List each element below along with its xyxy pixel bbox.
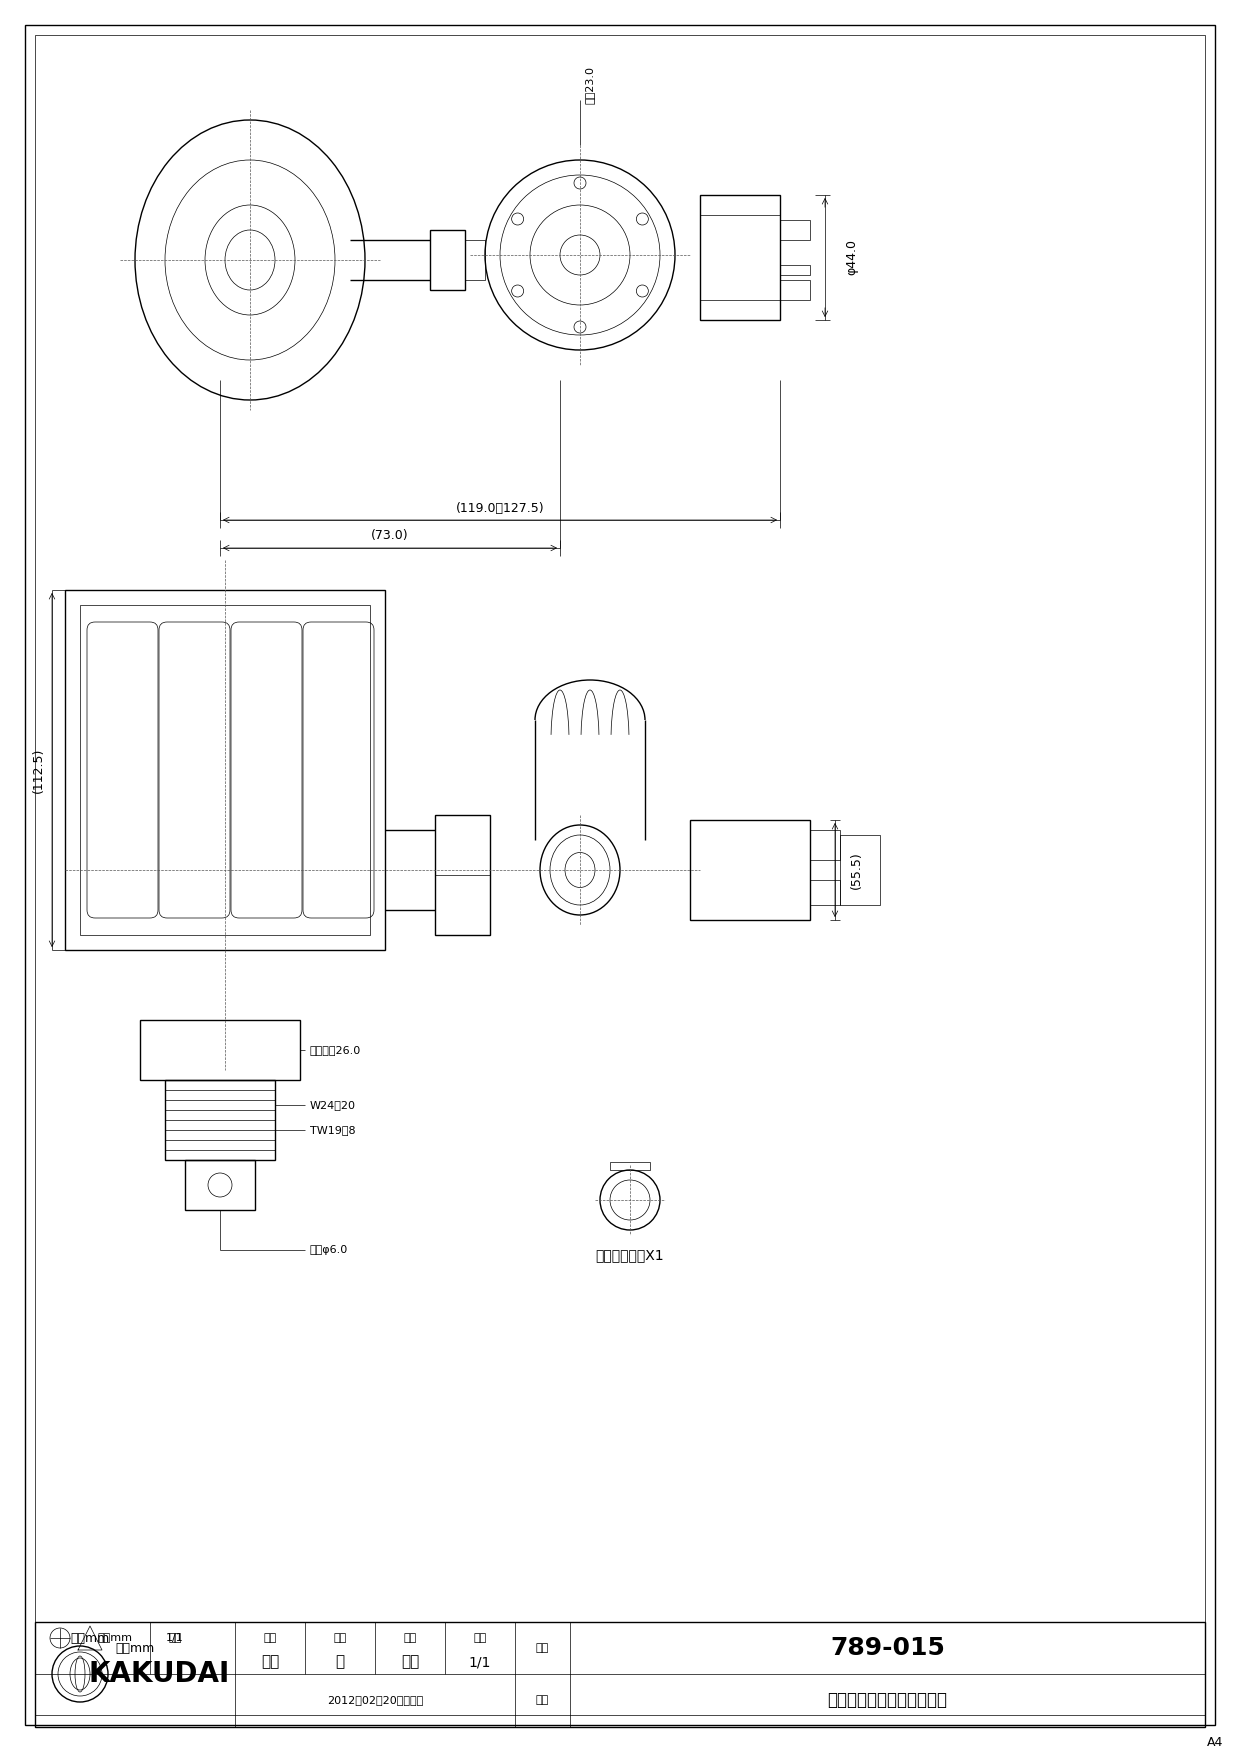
Text: 製図: 製図 [263,1633,277,1643]
Text: 品名: 品名 [536,1694,549,1705]
Text: 尺度: 尺度 [169,1633,181,1643]
Bar [780,265,810,275]
Text: 赤ポイント　X1: 赤ポイント X1 [595,1249,665,1261]
Text: 789-015: 789-015 [830,1636,945,1659]
Text: TW19メ8: TW19メ8 [310,1124,356,1135]
Bar [64,589,384,951]
Bar [780,281,810,300]
Text: A4: A4 [1207,1735,1223,1749]
Text: (73.0): (73.0) [371,530,409,542]
Text: φ44.0: φ44.0 [844,239,858,275]
Text: 承認: 承認 [403,1633,417,1643]
Bar [465,240,485,281]
Bar [689,821,810,921]
Bar [839,835,880,905]
Text: 2012年02月20日　作成: 2012年02月20日 作成 [327,1694,423,1705]
Text: KAKUDAI: KAKUDAI [88,1659,229,1687]
Text: (55.5): (55.5) [849,851,863,889]
Text: 林: 林 [336,1654,345,1670]
Bar [165,1080,275,1159]
Text: 検図: 検図 [334,1633,347,1643]
Text: 大石: 大石 [260,1654,279,1670]
Text: W24メ20: W24メ20 [310,1100,356,1110]
Bar [435,816,490,935]
Text: 1/1: 1/1 [166,1633,184,1643]
Text: 柳田: 柳田 [401,1654,419,1670]
Text: 内径φ6.0: 内径φ6.0 [310,1245,348,1256]
Text: 1/1: 1/1 [469,1656,491,1670]
Text: 六角対辺26.0: 六角対辺26.0 [310,1045,361,1054]
Bar [81,605,370,935]
Text: 単位mm: 単位mm [98,1633,133,1643]
Text: 品番: 品番 [536,1643,549,1652]
Bar [35,1622,1205,1728]
Text: 単位mm: 単位mm [115,1642,155,1654]
Bar [810,881,839,905]
Bar [810,830,839,859]
Bar [610,1161,650,1170]
Text: 六角23.0: 六角23.0 [585,67,595,103]
Text: (119.0～127.5): (119.0～127.5) [455,502,544,514]
Bar [140,1021,300,1080]
Text: 尺度: 尺度 [474,1633,486,1643]
Text: (112.5): (112.5) [31,747,45,793]
Bar [780,219,810,240]
Bar [430,230,465,289]
Text: マルチ分岐（分水上部型）: マルチ分岐（分水上部型） [827,1691,947,1708]
Text: 単位mm: 単位mm [71,1631,109,1645]
Bar [185,1159,255,1210]
Bar [701,195,780,319]
